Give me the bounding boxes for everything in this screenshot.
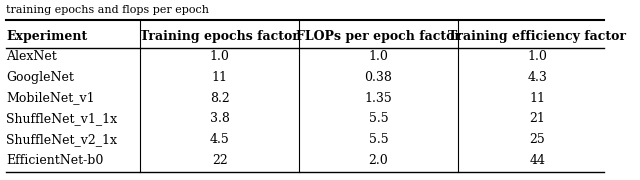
Text: FLOPs per epoch factor: FLOPs per epoch factor (296, 30, 461, 42)
Text: EfficientNet-b0: EfficientNet-b0 (6, 154, 104, 167)
Text: 4.3: 4.3 (527, 71, 547, 84)
Text: 4.5: 4.5 (210, 133, 230, 146)
Text: 11: 11 (212, 71, 228, 84)
Text: 1.0: 1.0 (369, 50, 388, 63)
Text: Experiment: Experiment (6, 30, 87, 42)
Text: 25: 25 (529, 133, 545, 146)
Text: 5.5: 5.5 (369, 112, 388, 125)
Text: 1.0: 1.0 (210, 50, 230, 63)
Text: 22: 22 (212, 154, 228, 167)
Text: 21: 21 (529, 112, 545, 125)
Text: 11: 11 (529, 92, 545, 105)
Text: GoogleNet: GoogleNet (6, 71, 74, 84)
Text: training epochs and flops per epoch: training epochs and flops per epoch (6, 5, 209, 15)
Text: 1.0: 1.0 (527, 50, 547, 63)
Text: Training efficiency factor: Training efficiency factor (448, 30, 627, 42)
Text: MobileNet_v1: MobileNet_v1 (6, 92, 95, 105)
Text: 8.2: 8.2 (210, 92, 230, 105)
Text: 5.5: 5.5 (369, 133, 388, 146)
Text: 0.38: 0.38 (365, 71, 392, 84)
Text: AlexNet: AlexNet (6, 50, 57, 63)
Text: ShuffleNet_v2_1x: ShuffleNet_v2_1x (6, 133, 117, 146)
Text: 1.35: 1.35 (365, 92, 392, 105)
Text: 3.8: 3.8 (210, 112, 230, 125)
Text: ShuffleNet_v1_1x: ShuffleNet_v1_1x (6, 112, 117, 125)
Text: Training epochs factor: Training epochs factor (140, 30, 300, 42)
Text: 2.0: 2.0 (369, 154, 388, 167)
Text: 44: 44 (529, 154, 545, 167)
